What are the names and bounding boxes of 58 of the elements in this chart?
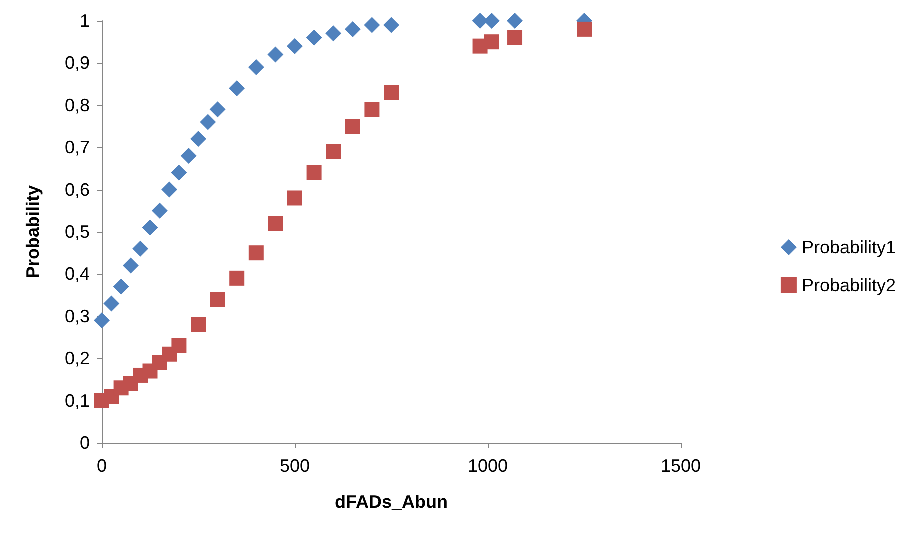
x-axis-title: dFADs_Abun [334, 492, 448, 512]
point [248, 59, 264, 76]
x-tick-label: 500 [280, 456, 310, 476]
point [200, 114, 216, 130]
x-tick-label: 1000 [468, 456, 508, 476]
point [507, 13, 524, 29]
point [152, 202, 168, 219]
point [94, 312, 110, 329]
y-tick-label: 1 [80, 11, 90, 31]
y-tick-label: 0,8 [64, 95, 90, 116]
legend-label: Probability2 [802, 276, 896, 296]
y-tick-label: 0,3 [64, 306, 90, 326]
y-tick-label: 0,1 [64, 390, 90, 411]
point [288, 190, 302, 206]
point [122, 258, 139, 274]
point [190, 131, 206, 148]
point [364, 102, 380, 118]
point [142, 220, 158, 236]
point [326, 144, 342, 160]
y-tick-label: 0,6 [64, 180, 90, 200]
point [484, 34, 500, 50]
x-tick-label: 0 [96, 456, 108, 476]
y-tick-label: 0 [80, 433, 90, 453]
point [229, 80, 246, 97]
point [345, 119, 360, 134]
point [508, 30, 523, 46]
point [577, 22, 592, 37]
point [326, 26, 342, 42]
point [268, 216, 284, 232]
point [104, 296, 120, 312]
point [191, 317, 206, 332]
point [248, 246, 264, 261]
point [113, 278, 130, 295]
legend-label: Probability1 [802, 238, 896, 258]
point [306, 30, 322, 46]
point [472, 13, 488, 29]
point [384, 85, 399, 100]
point [230, 270, 245, 286]
point [210, 102, 226, 118]
point [306, 165, 322, 180]
point [344, 21, 361, 38]
point [180, 148, 197, 164]
y-tick-label: 0,7 [64, 138, 90, 158]
y-tick-label: 0,4 [64, 264, 90, 284]
x-tick-label: 1500 [660, 456, 702, 476]
point [268, 46, 284, 63]
point [162, 182, 178, 198]
y-tick-label: 0,2 [64, 348, 90, 369]
point [172, 338, 187, 354]
point [287, 38, 303, 54]
point [364, 17, 380, 34]
y-tick-label: 0,9 [64, 53, 90, 74]
y-axis-title: Probability [23, 185, 43, 279]
point [132, 240, 149, 257]
y-tick-label: 0,5 [64, 222, 90, 242]
point [171, 164, 188, 181]
point [210, 292, 226, 308]
point [384, 17, 400, 34]
